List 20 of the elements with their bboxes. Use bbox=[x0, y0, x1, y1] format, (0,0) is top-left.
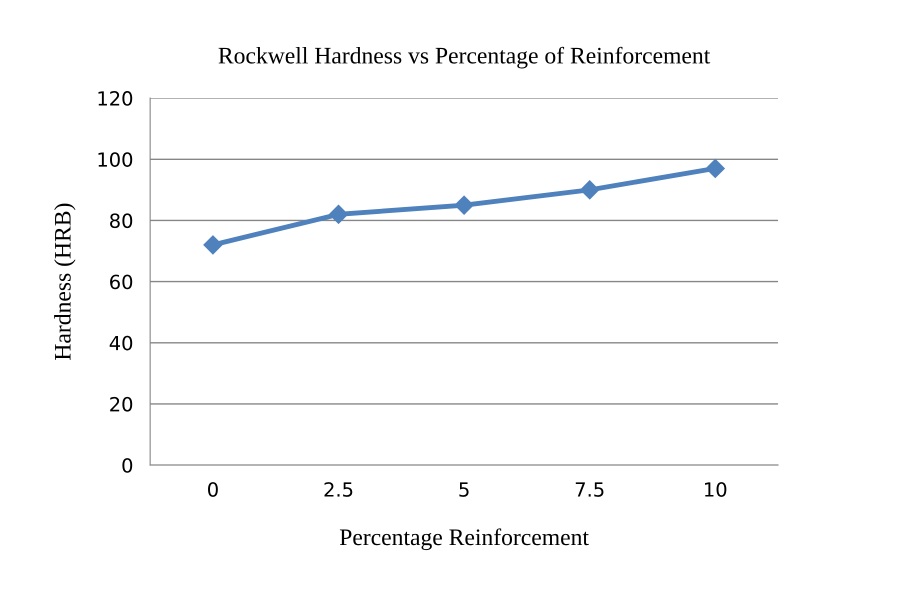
y-tick-label: 80 bbox=[110, 213, 132, 228]
point bbox=[203, 235, 222, 254]
point bbox=[580, 180, 600, 200]
x-tick-label: 2.5 bbox=[324, 482, 352, 497]
point bbox=[706, 158, 725, 178]
x-axis-title: Percentage Reinforcement bbox=[340, 528, 589, 550]
x-tick-label: 5 bbox=[459, 482, 469, 497]
y-tick-label: 20 bbox=[110, 396, 132, 412]
y-tick-label: 100 bbox=[98, 152, 132, 167]
y-tick-label: 60 bbox=[110, 274, 132, 290]
y-tick-label: 120 bbox=[98, 91, 132, 106]
y-tick-label: 40 bbox=[110, 336, 132, 350]
y-axis-title: Hardness (HRB) bbox=[54, 204, 76, 360]
x-tick-label: 0 bbox=[208, 482, 218, 497]
x-tick-label: 7.5 bbox=[576, 482, 604, 497]
point bbox=[328, 204, 348, 224]
y-tick-label: 0 bbox=[122, 458, 132, 473]
x-tick-label: 10 bbox=[705, 482, 726, 497]
chart-title: Rockwell Hardness vs Percentage of Reinforcement bbox=[218, 46, 710, 68]
point bbox=[454, 196, 474, 215]
